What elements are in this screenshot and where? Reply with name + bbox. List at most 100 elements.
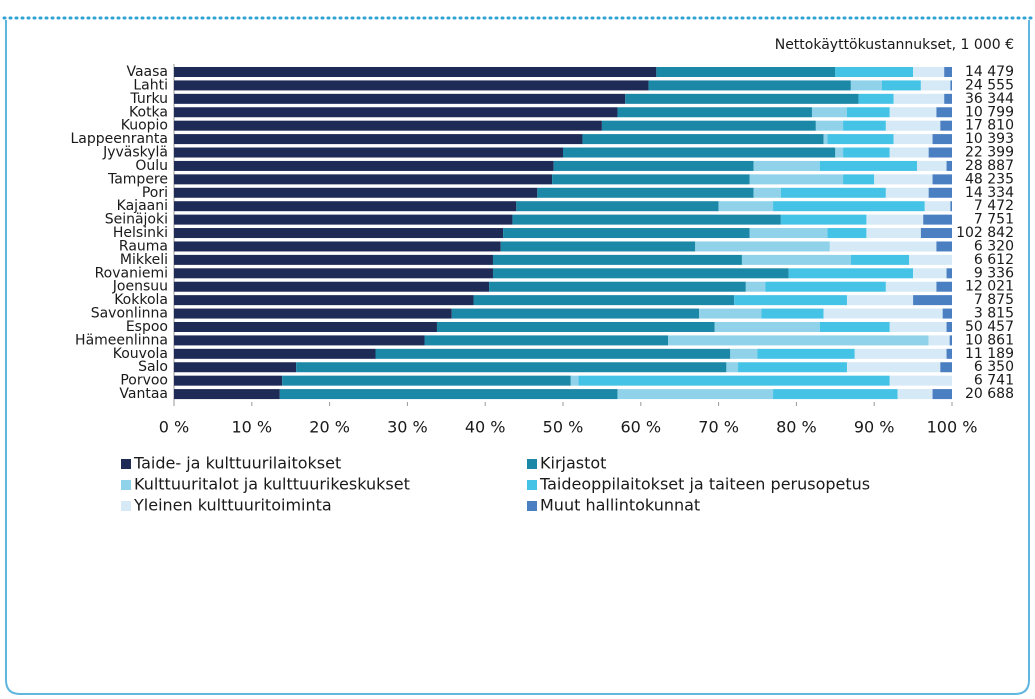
bar-segment [835, 147, 844, 158]
bar-segment [174, 201, 517, 212]
category-label: Kotka [129, 104, 168, 120]
legend-swatch [527, 459, 537, 469]
total-label: 22 399 [965, 145, 1014, 161]
x-tick-label: 30 % [387, 418, 428, 437]
bar-segment [950, 80, 952, 91]
bar-segment [819, 160, 917, 171]
total-label: 17 810 [965, 118, 1014, 134]
bar-segment [174, 321, 437, 332]
bar-segment [946, 268, 952, 279]
bar-segment [174, 107, 618, 118]
bar-segment [866, 228, 921, 239]
bar-segment [780, 187, 886, 198]
bar-segment [451, 308, 700, 319]
bar-segment [932, 174, 952, 185]
total-label: 6 350 [974, 359, 1014, 375]
bar-segment [512, 214, 781, 225]
category-label: Vaasa [126, 64, 168, 80]
bar-segment [940, 362, 952, 373]
bar-segment [827, 134, 894, 145]
bar-segment [749, 228, 828, 239]
bar-segment [893, 93, 945, 104]
total-label: 20 688 [965, 386, 1014, 402]
bar-segment [773, 389, 898, 400]
bar-segment [578, 375, 890, 386]
total-label: 50 457 [965, 319, 1014, 335]
total-label: 6 741 [974, 373, 1014, 389]
total-label: 10 799 [965, 104, 1014, 120]
total-label: 9 336 [974, 265, 1014, 281]
bar-segment [946, 160, 952, 171]
bar-segment [492, 254, 742, 265]
bar-segment [296, 362, 727, 373]
category-label: Pori [142, 185, 168, 201]
x-tick-label: 70 % [698, 418, 739, 437]
bar-segment [928, 187, 952, 198]
bar-segment [668, 335, 929, 346]
bar-segment [741, 254, 851, 265]
x-tick-label: 50 % [543, 418, 584, 437]
bar-segment [492, 268, 789, 279]
legend-label: Taideoppilaitokset ja taiteen perusopetu… [539, 475, 870, 494]
bar-segment [730, 348, 758, 359]
bar-segment [932, 134, 952, 145]
bar-segment [174, 120, 602, 131]
bar-segment [582, 134, 824, 145]
bar-segment [923, 214, 952, 225]
bar-segment [889, 107, 937, 118]
bar-segment [920, 80, 951, 91]
bar-segment [889, 321, 947, 332]
bar-segment [174, 241, 501, 252]
bar-segment [843, 120, 886, 131]
bar-segment [174, 214, 513, 225]
bar-segment [174, 362, 297, 373]
bar-segment [823, 134, 828, 145]
total-label: 24 555 [965, 77, 1014, 93]
bar-segment [714, 321, 820, 332]
bar-segment [749, 174, 844, 185]
bar-segment [940, 120, 952, 131]
bar-segment [174, 134, 583, 145]
total-label: 14 334 [965, 185, 1014, 201]
bar-segment [174, 80, 649, 91]
bar-segment [932, 389, 952, 400]
bar-segment [656, 67, 836, 77]
legend-label: Kirjastot [540, 454, 606, 473]
bar-segment [885, 281, 937, 292]
category-label: Espoo [126, 319, 168, 335]
bar-segment [829, 241, 937, 252]
x-tick-label: 0 % [159, 418, 189, 437]
bar-segment [773, 201, 925, 212]
total-label: 36 344 [965, 91, 1014, 107]
bar-segment [874, 174, 933, 185]
bar-segment [819, 321, 890, 332]
bar-segment [174, 67, 657, 77]
bar-segment [174, 187, 538, 198]
bar-segment [920, 228, 952, 239]
bar-segment [897, 389, 933, 400]
bar-segment [913, 67, 945, 77]
bar-segment [944, 67, 952, 77]
bar-segment [563, 147, 836, 158]
bar-segment [745, 281, 766, 292]
bar-segment [537, 187, 754, 198]
x-tick-label: 20 % [309, 418, 350, 437]
legend-swatch [527, 480, 537, 490]
bar-segment [174, 160, 554, 171]
totals-title: Nettokäyttökustannukset, 1 000 € [775, 37, 1014, 53]
bar-segment [913, 268, 947, 279]
total-label: 12 021 [965, 279, 1014, 295]
bar-segment [815, 120, 844, 131]
bar-segment [617, 107, 812, 118]
legend-label: Kulttuuritalot ja kulttuurikeskukset [134, 475, 410, 494]
bar-segment [699, 308, 762, 319]
total-label: 10 861 [965, 332, 1014, 348]
total-label: 10 393 [965, 131, 1014, 147]
legend-label: Muut hallintokunnat [540, 496, 700, 515]
category-label: Mikkeli [120, 252, 168, 268]
bar-segment [780, 214, 867, 225]
bar-segment [753, 160, 820, 171]
bar-segment [913, 295, 952, 306]
bar-segment [282, 375, 571, 386]
